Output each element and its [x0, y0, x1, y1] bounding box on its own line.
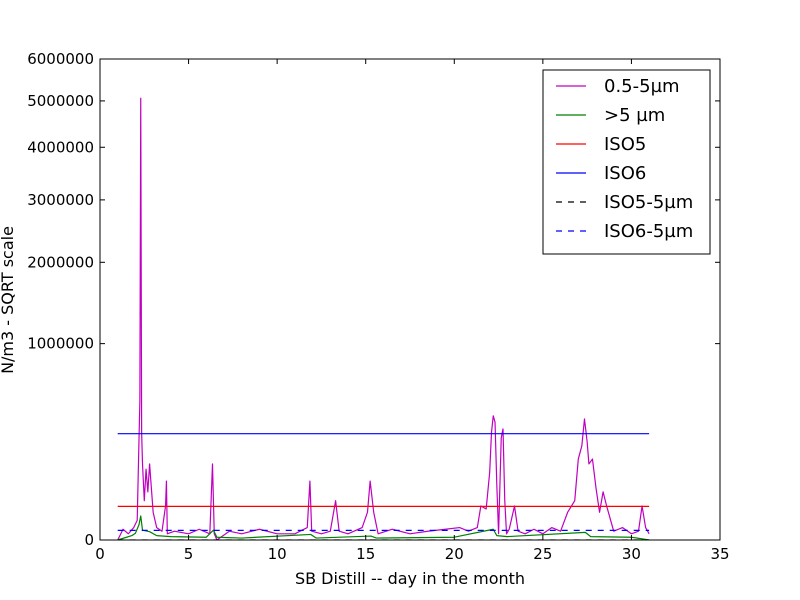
y-tick-label: 0: [84, 531, 94, 549]
x-tick-label: 30: [622, 545, 641, 563]
x-tick-label: 5: [184, 545, 194, 563]
legend-label: >5 µm: [604, 105, 665, 126]
legend-box: [542, 69, 711, 255]
legend-label: ISO5: [604, 134, 646, 155]
y-tick-label: 3000000: [27, 191, 94, 209]
y-axis-label: N/m3 - SQRT scale: [0, 226, 17, 374]
y-axis: 0 1000000 2000000 3000000 4000000 5000000 6000…: [27, 50, 720, 549]
series-line-1: [117, 97, 650, 540]
series-line-2: [117, 515, 650, 540]
y-tick-label: 5000000: [27, 92, 94, 110]
legend-label: ISO6: [604, 163, 646, 184]
x-axis-label: SB Distill -- day in the month: [295, 569, 525, 588]
x-tick-label: 0: [95, 545, 105, 563]
x-tick-label: 15: [356, 545, 375, 563]
legend-label: ISO5-5µm: [604, 192, 693, 213]
x-tick-label: 10: [268, 545, 287, 563]
x-tick-label: 35: [710, 545, 729, 563]
y-tick-label: 2000000: [27, 253, 94, 271]
legend-label: 0.5-5µm: [604, 76, 680, 97]
y-tick-label: 1000000: [27, 335, 94, 353]
legend-label: ISO6-5µm: [604, 221, 693, 242]
x-tick-label: 20: [445, 545, 464, 563]
plot-frame: [99, 58, 721, 541]
x-tick-label: 25: [533, 545, 552, 563]
series-layer: [117, 97, 650, 540]
y-tick-label: 6000000: [27, 50, 94, 68]
legend: 0.5-5µm >5 µm ISO5 ISO6 ISO5-5µm ISO6-5µm: [542, 69, 711, 255]
y-tick-label: 4000000: [27, 138, 94, 156]
x-axis: 0 5 10 15 20 25 30 35: [95, 59, 730, 563]
